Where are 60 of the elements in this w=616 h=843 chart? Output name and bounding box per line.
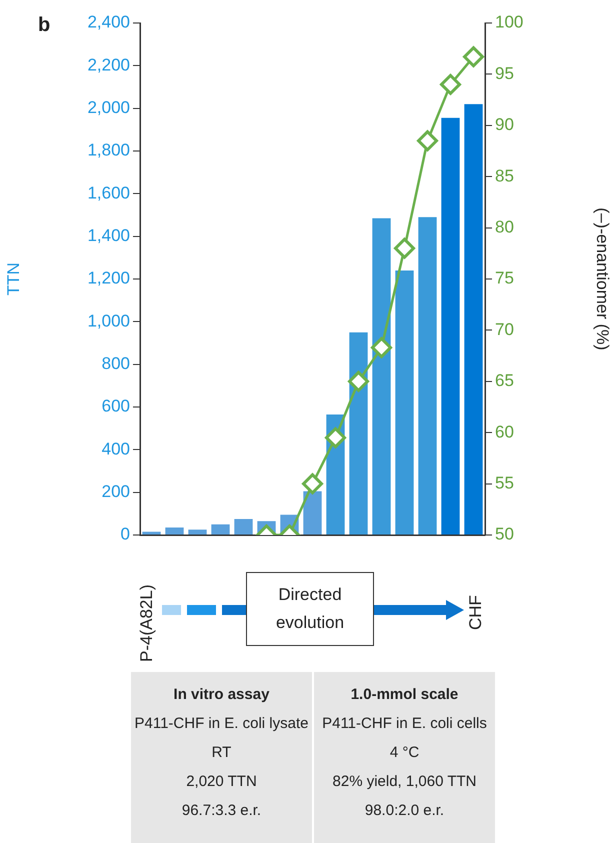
y-tick-label: 1,600 [87,183,130,202]
point [463,46,484,68]
bar [303,491,322,534]
text: P411-CHF in E. coli cells [321,714,488,734]
y2-tick-label: 70 [495,320,514,339]
y-tick-label: 2,200 [87,55,130,74]
y2-axis-title: (–)-enantiomer (%) [593,208,612,350]
point [417,130,438,152]
y-tick-label: 2,400 [87,12,130,32]
text: CHF [466,595,486,630]
text: 1.0-mmol scale [350,685,460,705]
bar [372,218,391,534]
text: 96.7:3.3 e.r. [180,801,262,821]
y2-tick-label: 75 [495,268,514,288]
y-tick-label: 1,000 [87,311,130,330]
bar [349,332,368,534]
y2-tick-label: 60 [495,422,514,442]
y-tick-label: 600 [102,396,130,416]
text: 98.0:2.0 e.r. [364,801,446,821]
y-tick-label: 400 [102,439,130,458]
y2-tick-label: 90 [495,115,514,134]
bar [211,524,230,534]
text: b [38,14,50,37]
point [371,337,392,358]
point [440,74,461,95]
y-tick-label: 0 [120,524,130,544]
y-tick-label: 1,800 [87,140,130,160]
y2-tick-label: 95 [495,64,514,83]
y-tick-label: 1,400 [87,226,130,246]
text: Directed evolution [246,572,374,646]
point [325,427,346,448]
point [394,238,415,259]
bar [234,519,253,534]
bar [395,270,414,534]
bar [188,530,207,534]
bar [441,118,460,534]
y2-tick-label: 80 [495,217,514,236]
y-tick-label: 200 [102,482,130,502]
y2-tick-label: 65 [495,371,514,390]
text: P411-CHF in E. coli lysate [134,714,310,734]
y-tick-label: 1,200 [87,268,130,288]
text: P-4(A82L) [137,584,157,662]
text: 82% yield, 1,060 TTN [332,772,478,792]
y-tick-label: 2,000 [87,98,130,118]
y2-tick-label: 85 [495,166,514,186]
bar [165,528,184,534]
bar [142,532,161,534]
text: 2,020 TTN [185,772,258,792]
text: In vitro assay [172,685,270,705]
point [302,473,323,494]
bar [464,104,483,534]
y2-tick-label: 100 [495,12,524,32]
y-axis-title: TTN [4,262,23,296]
text: 4 °C [388,743,420,763]
y2-tick-label: 50 [495,524,514,544]
y-tick-label: 800 [102,354,130,374]
point [348,370,369,392]
text: RT [210,743,232,763]
bar [418,217,437,534]
y2-tick-label: 55 [495,473,514,492]
